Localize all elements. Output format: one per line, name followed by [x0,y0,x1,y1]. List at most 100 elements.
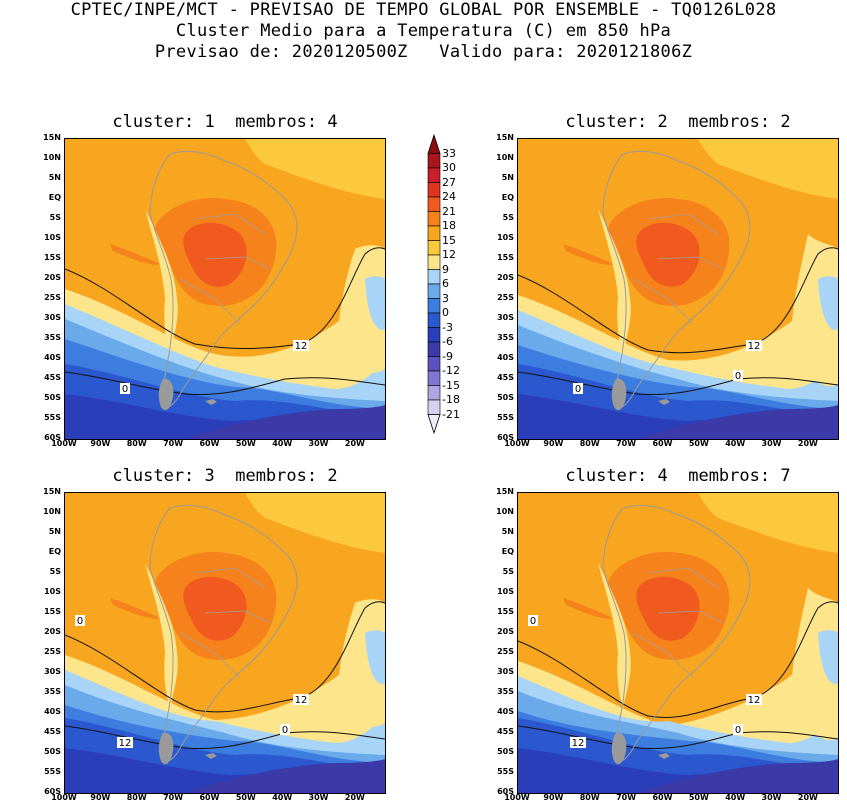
lon-tick-label: 20W [797,793,818,802]
lon-tick-label: 70W [616,793,637,802]
andes-cool [598,209,631,354]
colorbar-tick-label: -6 [442,335,453,348]
contour-label: 0 [573,383,583,395]
svg-text:12: 12 [748,341,761,352]
colorbar-top-arrow [427,133,441,154]
lat-tick-label: 30S [44,667,61,676]
lat-tick-label: 15S [497,607,514,616]
lat-tick-label: 60S [497,433,514,442]
atlantic-cool-core [818,276,838,330]
lat-tick-label: 15N [43,487,61,496]
lat-tick-label: 20S [497,273,514,282]
lat-tick-label: 40S [44,353,61,362]
colorbar-swatch [427,254,441,270]
lon-tick-label: 50W [688,439,709,448]
atlantic-cool-core [818,630,838,684]
lon-tick-label: 100W [504,793,530,802]
lon-tick-label: 100W [504,439,530,448]
svg-text:12: 12 [295,341,308,352]
atlantic-cool-region [791,588,838,741]
atlantic-cool-core [365,276,385,330]
lat-tick-label: 25S [44,293,61,302]
lat-tick-label: 40S [497,353,514,362]
coastline [149,504,298,762]
lat-tick-label: 5S [49,213,61,222]
contour-label: 0 [528,615,538,627]
continent-hot [183,222,247,287]
panel-title: cluster: 3 membros: 2 [112,466,338,486]
north-band [698,493,838,553]
country-borders [179,567,271,679]
falklands [658,753,670,759]
lon-tick-label: 100W [51,793,77,802]
coastline [602,150,751,408]
patagonia-topography [611,732,627,765]
svg-text:0: 0 [530,616,536,627]
map-canvas: 12 12 0 0 [65,493,385,793]
falklands [658,399,670,405]
lat-tick-label: 30S [497,313,514,322]
lat-tick-label: 10S [497,233,514,242]
temperature-map: 12 0 0 [517,138,839,440]
contour-label: 0 [120,383,130,395]
lon-tick-label: 70W [616,439,637,448]
lat-tick-label: 30S [497,667,514,676]
colorbar-tick-label: 24 [442,190,456,203]
contour-label: 12 [293,340,309,352]
lat-tick-label: 5N [48,527,61,536]
lon-tick-label: 30W [761,793,782,802]
colorbar-tick-label: 15 [442,233,456,247]
lon-tick-label: 90W [543,439,564,448]
contour-12 [65,601,385,713]
colorbar-swatch [427,269,441,285]
svg-text:0: 0 [122,384,128,395]
lon-tick-label: 60W [652,793,673,802]
contour-label: 12 [570,737,586,749]
colorbar-tick-label: 6 [442,277,449,290]
band-neg9-neg6 [638,759,838,793]
contour-12 [65,247,385,350]
pacific-streak [563,244,613,265]
lat-tick-label: 50S [44,393,61,402]
lon-tick-label: 80W [126,439,147,448]
colorbar-tick-label: -9 [442,349,453,363]
colorbar-tick-label: 18 [442,219,456,232]
continent-hot [183,576,247,641]
north-band [245,493,385,553]
colorbar-swatch [427,240,441,256]
patagonia-topography [158,378,174,411]
panel-title: cluster: 2 membros: 2 [565,112,791,132]
lat-tick-label: 55S [44,413,61,422]
lat-tick-label: 10N [496,153,514,162]
colorbar-tick-label: 33 [442,146,456,160]
lat-tick-label: 50S [497,747,514,756]
lat-tick-label: 25S [497,293,514,302]
contour-0 [518,371,838,396]
figure-header: CPTEC/INPE/MCT - PREVISAO DE TEMPO GLOBA… [0,0,847,63]
colorbar-swatch [427,356,441,372]
contour-12 [518,601,838,718]
lon-tick-label: 70W [163,793,184,802]
lat-tick-label: EQ [501,193,514,202]
contour-0 [65,371,385,396]
lat-tick-label: 15S [44,607,61,616]
falklands [205,753,217,759]
map-canvas: 12 0 [65,139,385,439]
colorbar-tick-label: 9 [442,262,449,276]
contour-0 [518,725,838,750]
atlantic-cool-region [791,234,838,387]
lon-tick-label: 40W [725,793,746,802]
pacific-streak [563,598,613,619]
colorbar-swatch [427,225,441,241]
colorbar-swatch [427,370,441,386]
lat-tick-label: 45S [497,727,514,736]
lat-tick-label: 50S [497,393,514,402]
colorbar-tick-label: 3 [442,291,449,305]
lat-tick-label: EQ [48,193,61,202]
lon-tick-label: 40W [272,793,293,802]
colorbar-swatch [427,298,441,314]
lat-tick-label: 40S [497,707,514,716]
falklands [205,399,217,405]
contour-label: 12 [117,737,133,749]
lon-tick-label: 50W [688,793,709,802]
